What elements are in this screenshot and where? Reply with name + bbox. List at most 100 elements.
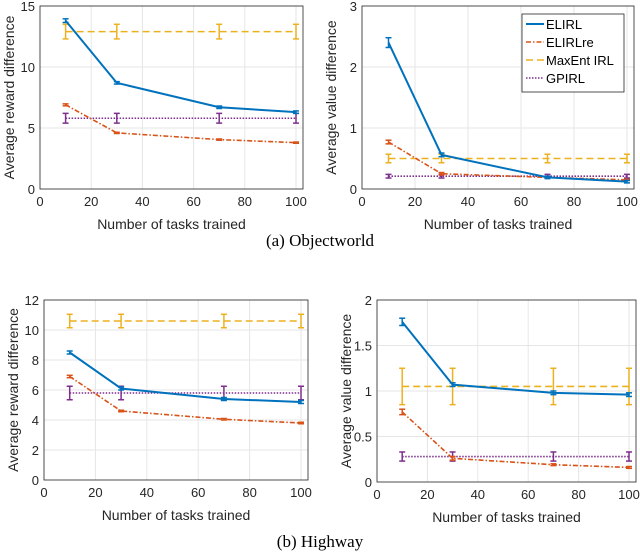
- x-axis-label: Number of tasks trained: [97, 216, 246, 232]
- x-tick-label: 0: [373, 487, 380, 502]
- error-bar: [113, 112, 120, 124]
- chart-panel-4: 0 20 40 60 80 100 0 0.5 1 1.5 2 Number of tasks tra…: [338, 293, 640, 525]
- y-tick-label: 0: [365, 475, 372, 490]
- series-line-elirlre: [401, 411, 630, 469]
- error-bar: [626, 392, 632, 398]
- x-tick-label: 60: [191, 485, 205, 500]
- legend-entry: GPIRL: [546, 71, 585, 86]
- error-bar: [544, 153, 551, 164]
- x-tick-label: 40: [135, 194, 149, 209]
- legend: ELIRL ELIRLre MaxEnt IRL GPIRL: [521, 13, 625, 93]
- x-tick-label: 100: [618, 487, 640, 502]
- series-line-elirlre: [65, 104, 297, 144]
- error-bar: [113, 23, 120, 40]
- y-tick-label: 6: [32, 383, 39, 398]
- axes-box: [43, 299, 309, 481]
- y-axis-label: Average value difference: [338, 314, 354, 469]
- error-bar: [449, 455, 456, 461]
- x-tick-label: 40: [140, 485, 154, 500]
- caption-a: (a) Objectworld: [266, 231, 375, 250]
- chart-panel-3: 0 20 40 60 80 100 0 2 4 6 8 10 12 Number of tasks tra…: [5, 293, 312, 523]
- y-tick-label: 1.5: [354, 339, 372, 354]
- error-bar: [113, 131, 120, 135]
- chart-panel-1: 0 20 40 60 80 100 0 5 10 15 Number of tasks traine…: [1, 0, 307, 232]
- error-bar: [385, 173, 392, 179]
- error-bar: [626, 451, 632, 462]
- error-bar: [66, 313, 73, 329]
- error-bar: [298, 421, 304, 425]
- error-bar: [385, 36, 392, 49]
- x-axis-label: Number of tasks trained: [424, 216, 573, 232]
- x-tick-label: 0: [36, 194, 43, 209]
- error-bar: [399, 451, 406, 462]
- error-bar: [385, 153, 392, 164]
- error-bar: [220, 417, 227, 421]
- x-tick-label: 100: [616, 194, 638, 209]
- axes-box: [39, 5, 304, 190]
- x-tick-label: 80: [238, 194, 252, 209]
- x-axis-label: Number of tasks trained: [102, 507, 251, 523]
- error-bar: [62, 112, 69, 124]
- x-tick-label: 60: [521, 487, 535, 502]
- series-line-elirl: [387, 42, 628, 183]
- caption-b: (b) Highway: [277, 532, 364, 551]
- y-axis-label: Average reward difference: [5, 308, 21, 472]
- x-tick-label: 20: [84, 194, 98, 209]
- x-tick-label: 100: [285, 194, 307, 209]
- x-tick-label: 40: [471, 487, 485, 502]
- error-bar: [624, 153, 630, 164]
- axes-box: [361, 5, 635, 190]
- y-axis-label: Average reward difference: [1, 15, 17, 179]
- error-bar: [62, 103, 69, 107]
- error-bar: [216, 138, 223, 141]
- y-tick-label: 10: [21, 60, 35, 75]
- x-tick-label: 80: [567, 194, 581, 209]
- error-bar: [550, 390, 557, 396]
- error-bar: [293, 110, 299, 115]
- x-tick-label: 80: [571, 487, 585, 502]
- error-bar: [66, 350, 73, 355]
- y-tick-label: 0.5: [354, 430, 372, 445]
- y-tick-label: 8: [32, 353, 39, 368]
- y-tick-label: 15: [21, 0, 35, 14]
- series-line-elirl: [64, 20, 297, 114]
- error-bar: [399, 317, 406, 327]
- y-tick-label: 0: [350, 182, 357, 197]
- error-bar: [624, 173, 630, 179]
- y-tick-label: 5: [28, 121, 35, 136]
- error-bar: [544, 175, 551, 180]
- error-bar: [293, 141, 299, 144]
- error-bar: [216, 112, 223, 124]
- error-bar: [624, 179, 630, 184]
- error-bar: [385, 139, 392, 145]
- legend-entry: ELIRL: [546, 17, 582, 32]
- x-tick-label: 60: [186, 194, 200, 209]
- error-bar: [66, 374, 73, 379]
- error-bar: [293, 23, 299, 40]
- chart-panel-2: 0 20 40 60 80 100 0 1 2 3 Number of tasks trained A…: [323, 0, 638, 232]
- y-tick-label: 2: [365, 293, 372, 308]
- y-tick-label: 0: [28, 182, 35, 197]
- x-tick-label: 0: [358, 194, 365, 209]
- y-tick-label: 2: [32, 443, 39, 458]
- series-line-elirl: [401, 321, 630, 396]
- x-axis-label: Number of tasks trained: [432, 509, 581, 525]
- error-bar: [62, 18, 69, 24]
- y-tick-label: 1: [365, 384, 372, 399]
- error-bar: [298, 313, 304, 329]
- error-bar: [216, 105, 223, 110]
- y-tick-label: 4: [32, 413, 39, 428]
- error-bar: [399, 408, 406, 416]
- y-tick-label: 3: [350, 0, 357, 14]
- x-tick-label: 20: [408, 194, 422, 209]
- axes-box: [376, 299, 637, 483]
- error-bar: [113, 80, 120, 85]
- x-tick-label: 0: [40, 485, 47, 500]
- x-tick-label: 80: [242, 485, 256, 500]
- error-bar: [118, 313, 125, 329]
- y-axis-label: Average value difference: [323, 20, 339, 175]
- error-bar: [550, 451, 557, 462]
- x-tick-label: 20: [88, 485, 102, 500]
- error-bar: [449, 382, 456, 388]
